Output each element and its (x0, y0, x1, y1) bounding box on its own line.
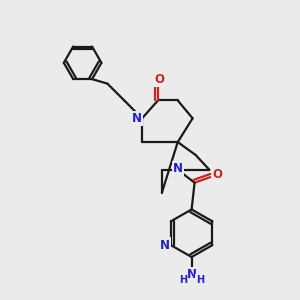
Text: H: H (196, 275, 205, 285)
Text: N: N (187, 268, 196, 281)
Text: N: N (160, 238, 170, 252)
Text: H: H (178, 275, 187, 285)
Text: N: N (173, 162, 183, 175)
Text: O: O (154, 73, 164, 86)
Text: O: O (212, 168, 222, 181)
Text: N: N (132, 112, 142, 125)
